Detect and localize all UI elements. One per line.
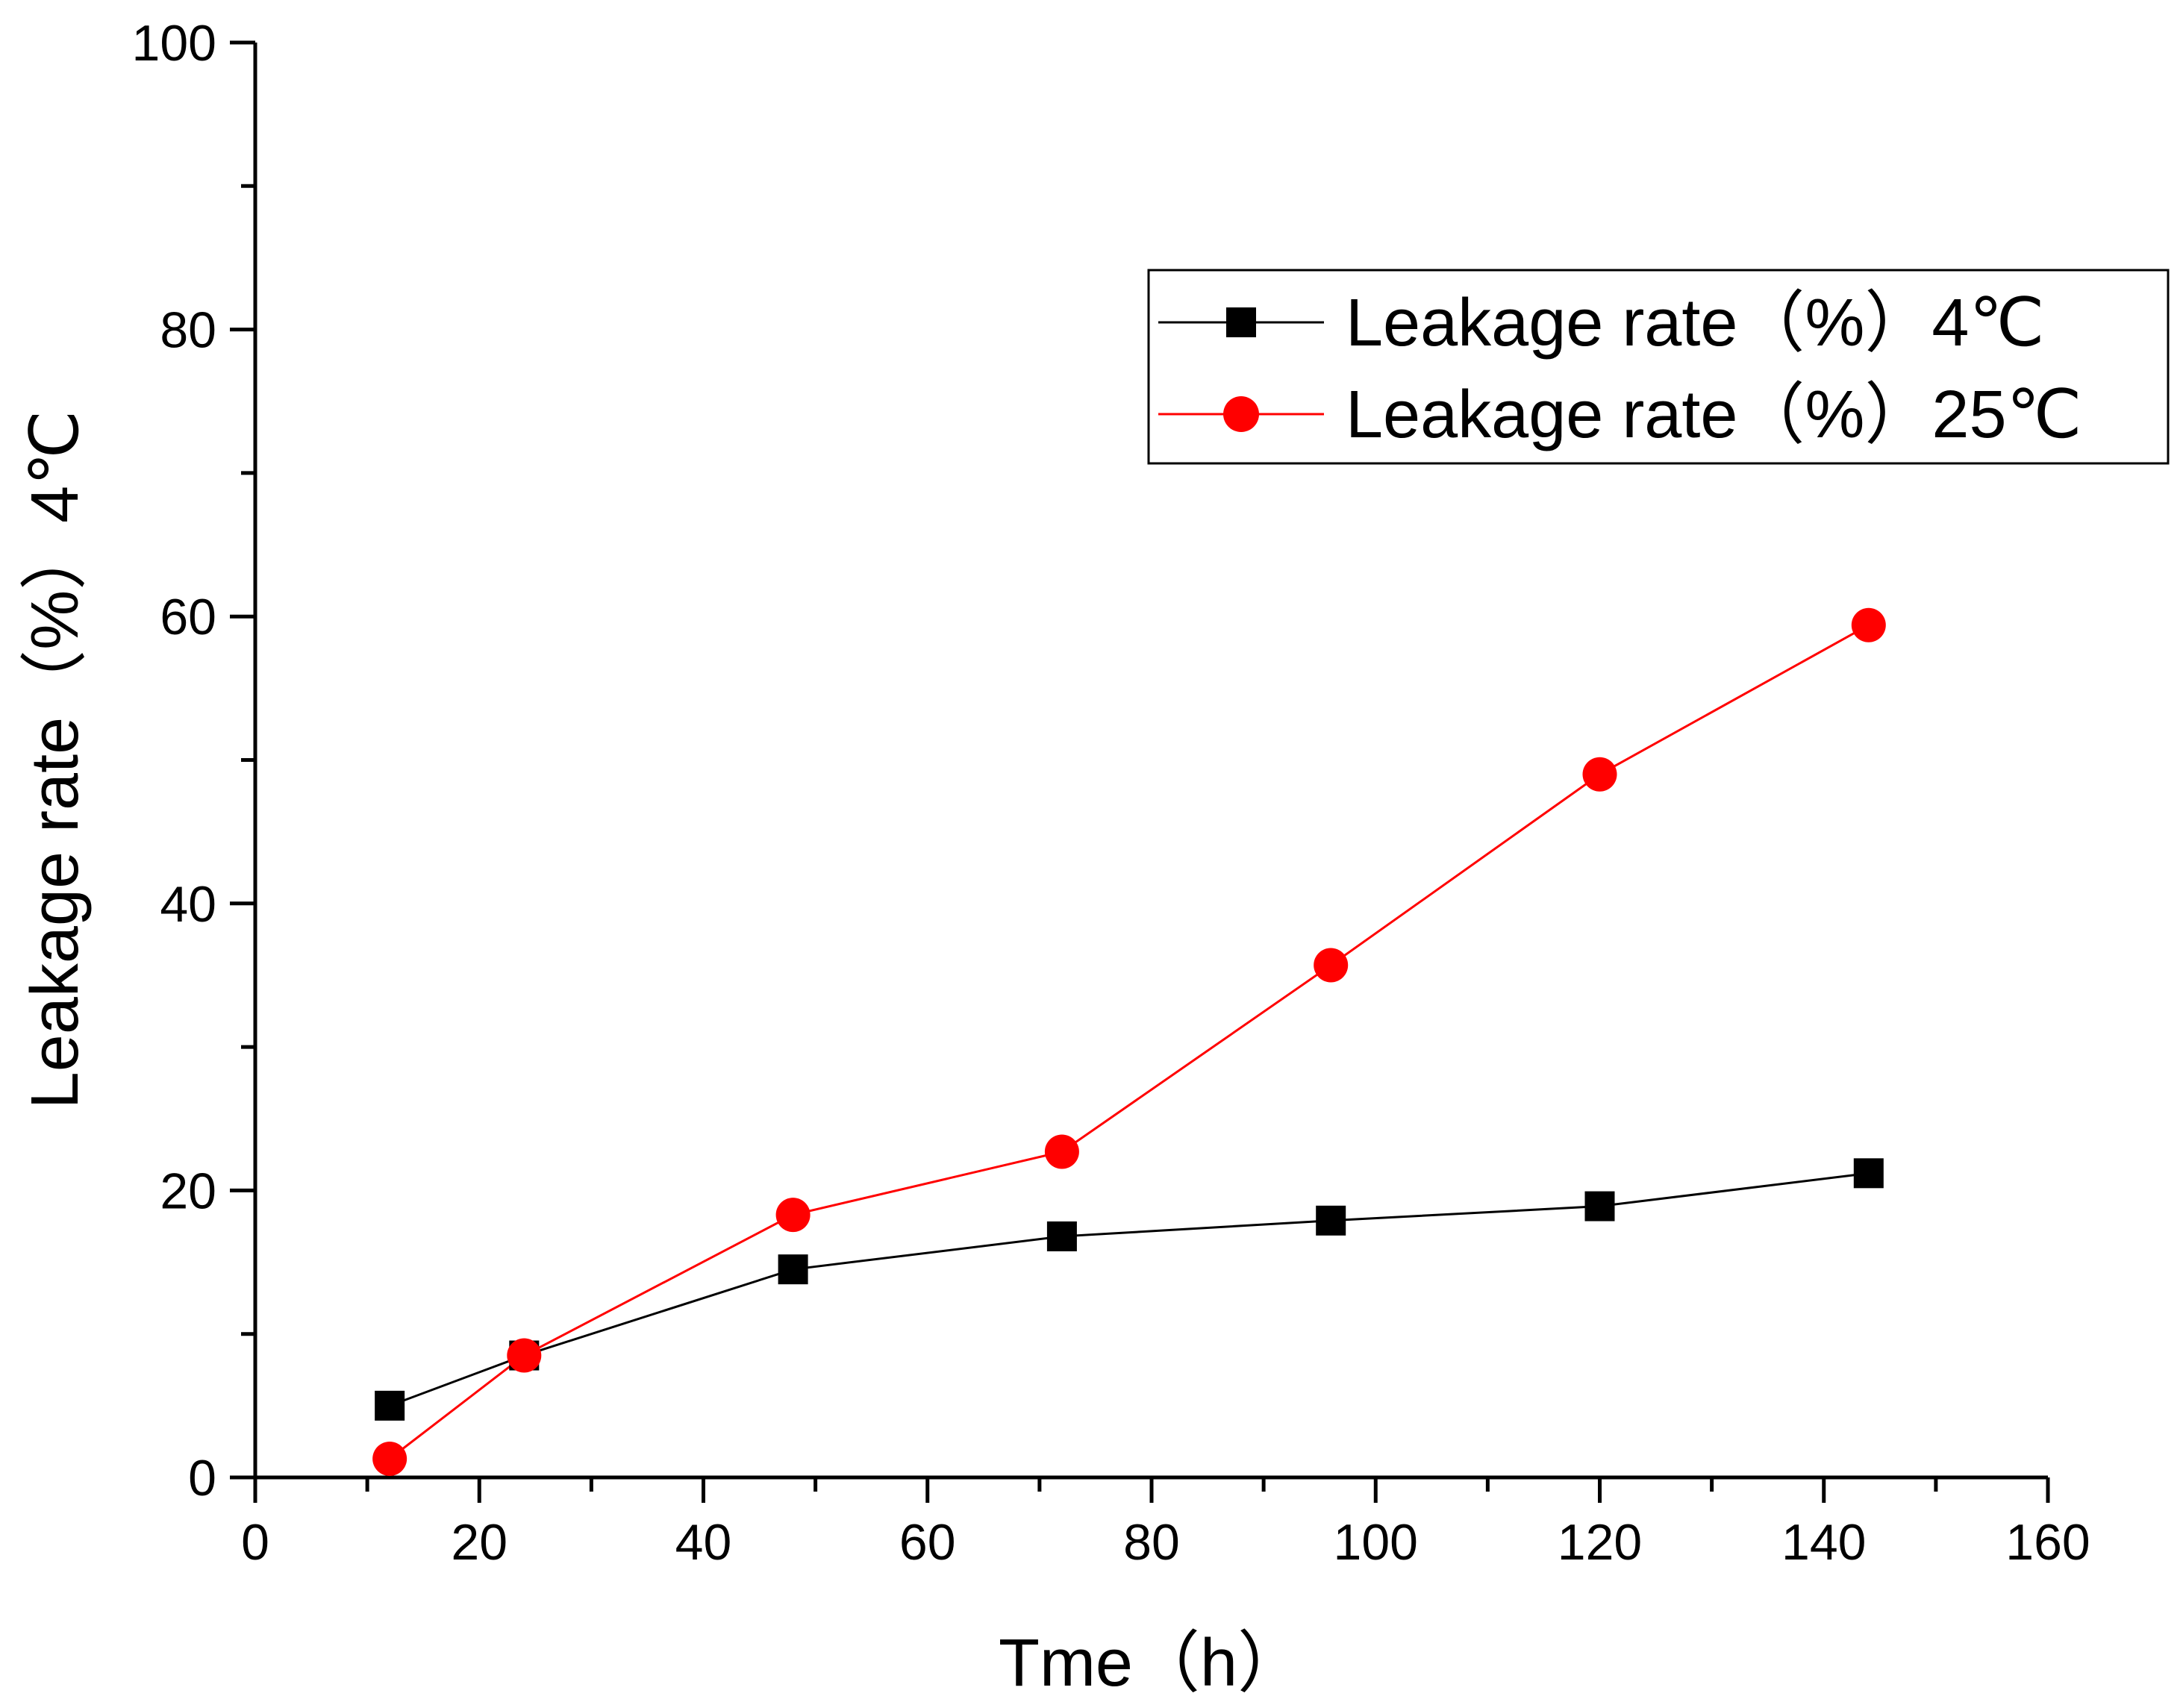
y-axis-title: Leakage rate（%）4℃ xyxy=(18,410,93,1110)
x-axis-ticks: 0 20 40 60 80 100 120 140 160 xyxy=(241,1477,2090,1571)
x-tick-label: 140 xyxy=(1781,1514,1866,1571)
data-point-circle xyxy=(775,1198,811,1233)
legend-label-25c: Leakage rate（%）25℃ xyxy=(1346,378,2082,452)
y-tick-label: 0 xyxy=(188,1450,216,1507)
legend: Leakage rate（%）4℃ Leakage rate（%）25℃ xyxy=(1147,269,2170,465)
x-tick-label: 20 xyxy=(451,1514,508,1571)
data-point-circle xyxy=(1851,607,1886,642)
legend-box xyxy=(1147,269,2170,465)
data-point-square xyxy=(1046,1221,1077,1251)
data-point-square xyxy=(1316,1205,1346,1236)
y-tick-label: 100 xyxy=(132,15,216,72)
x-tick-label: 100 xyxy=(1334,1514,1418,1571)
series-layer xyxy=(372,607,1886,1477)
data-point-square xyxy=(778,1254,808,1285)
data-point-circle xyxy=(1582,757,1617,792)
x-tick-label: 40 xyxy=(675,1514,732,1571)
data-point-circle xyxy=(1314,948,1349,983)
y-tick-label: 60 xyxy=(160,589,216,645)
data-point-circle xyxy=(372,1442,407,1477)
x-tick-label: 80 xyxy=(1123,1514,1180,1571)
x-tick-label: 0 xyxy=(241,1514,269,1571)
legend-label-4c: Leakage rate（%）4℃ xyxy=(1346,286,2045,360)
data-point-square xyxy=(1584,1191,1615,1221)
y-tick-label: 20 xyxy=(160,1163,216,1219)
data-point-circle xyxy=(507,1338,542,1373)
y-tick-label: 40 xyxy=(160,876,216,933)
y-axis-ticks: 0 20 40 60 80 100 xyxy=(132,15,255,1507)
x-tick-label: 120 xyxy=(1558,1514,1642,1571)
data-point-square xyxy=(375,1390,405,1421)
data-point-circle xyxy=(1044,1134,1079,1169)
legend-marker-square xyxy=(1226,307,1256,337)
x-tick-label: 60 xyxy=(899,1514,956,1571)
x-tick-label: 160 xyxy=(2005,1514,2090,1571)
data-point-square xyxy=(1853,1158,1884,1189)
legend-marker-circle xyxy=(1223,396,1259,432)
y-tick-label: 80 xyxy=(160,302,216,359)
x-axis-title: Tme（h） xyxy=(999,1626,1305,1701)
